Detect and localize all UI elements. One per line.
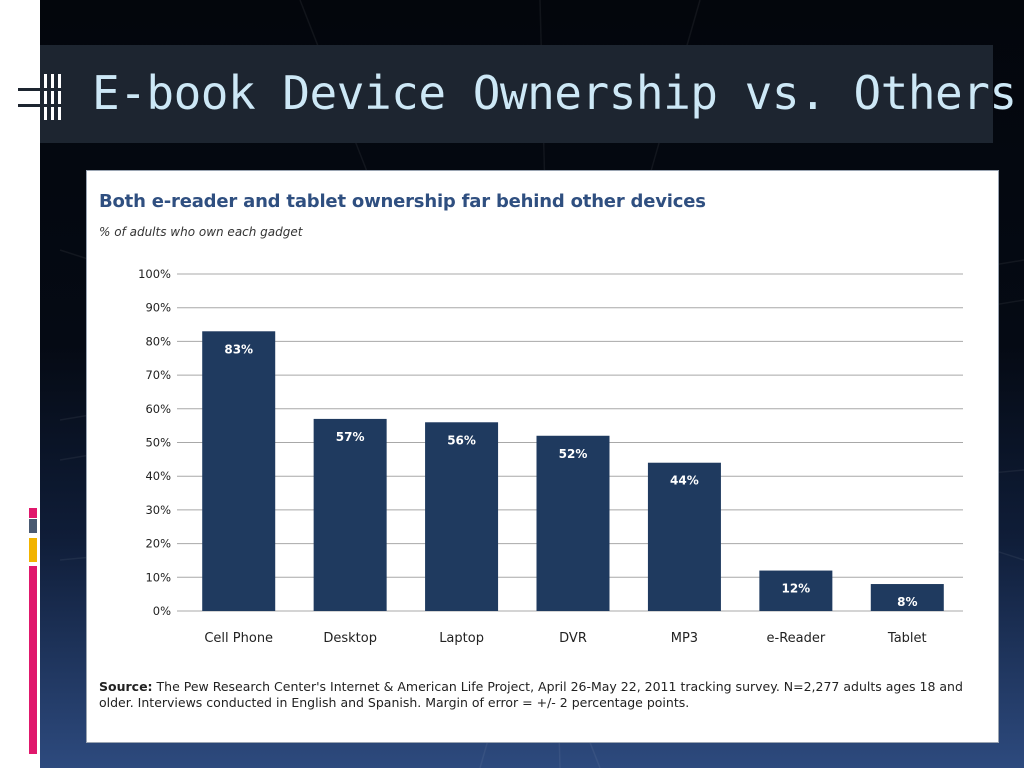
- x-category-label: Tablet: [887, 631, 927, 646]
- x-category-label: Laptop: [439, 631, 484, 646]
- y-tick-label: 20%: [145, 537, 171, 551]
- data-label: 12%: [781, 582, 810, 596]
- slide-title: E-book Device Ownership vs. Others: [92, 66, 1017, 120]
- data-label: 56%: [447, 433, 476, 447]
- bar-chart: 0% 10% 20% 30% 40% 50% 60% 70% 80% 90% 100% 83% 57%…: [138, 267, 963, 646]
- data-label: 57%: [336, 430, 365, 444]
- y-tick-label: 90%: [145, 301, 171, 315]
- x-category-label: e-Reader: [767, 631, 826, 646]
- data-label: 8%: [897, 595, 917, 609]
- y-tick-label: 30%: [145, 503, 171, 517]
- title-bar: [40, 45, 993, 143]
- bar: [759, 570, 833, 611]
- accent-bar-gray: [29, 519, 37, 533]
- y-tick-label: 60%: [145, 402, 171, 416]
- chart-title: Both e-reader and tablet ownership far b…: [99, 191, 706, 212]
- y-tick-label: 50%: [145, 436, 171, 450]
- y-tick-label: 100%: [138, 267, 171, 281]
- accent-bar-pink-top: [29, 508, 37, 518]
- bar: [647, 462, 721, 611]
- source-note: Source: The Pew Research Center's Intern…: [99, 679, 989, 711]
- accent-bar-gold: [29, 538, 37, 562]
- bar: [870, 584, 944, 611]
- source-label: Source:: [99, 679, 153, 694]
- x-category-label: Desktop: [323, 631, 377, 646]
- chart-subtitle: % of adults who own each gadget: [99, 225, 303, 239]
- data-label: 52%: [559, 447, 588, 461]
- data-label: 83%: [224, 342, 253, 356]
- y-tick-label: 70%: [145, 368, 171, 382]
- y-tick-label: 80%: [145, 334, 171, 348]
- data-label: 44%: [670, 474, 699, 488]
- decorative-lines-icon: [18, 74, 62, 120]
- y-tick-label: 10%: [145, 570, 171, 584]
- source-text: The Pew Research Center's Internet & Ame…: [99, 679, 963, 710]
- bar: [425, 422, 499, 611]
- bar: [536, 435, 610, 611]
- x-category-label: Cell Phone: [204, 631, 273, 646]
- bar: [313, 418, 387, 611]
- x-category-label: MP3: [671, 631, 698, 646]
- accent-bar-pink: [29, 566, 37, 754]
- chart-card: Both e-reader and tablet ownership far b…: [86, 170, 999, 743]
- x-category-label: DVR: [559, 631, 587, 646]
- y-tick-label: 40%: [145, 469, 171, 483]
- y-tick-label: 0%: [153, 604, 171, 618]
- bar: [202, 331, 276, 611]
